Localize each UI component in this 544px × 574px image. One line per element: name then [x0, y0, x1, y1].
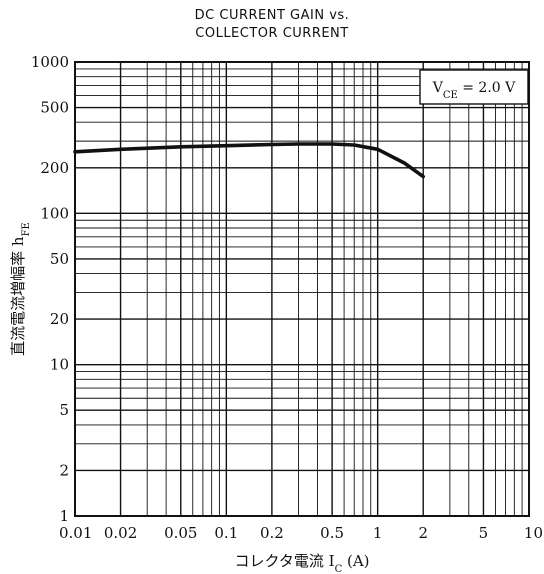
- hfe-curve: [73, 142, 426, 179]
- y-tick-label: 20: [50, 310, 69, 328]
- x-tick-label: 0.02: [104, 524, 137, 542]
- x-tick-label: 0.01: [59, 524, 92, 542]
- x-axis-label: コレクタ電流 IC (A): [234, 552, 369, 574]
- y-tick-label: 5: [59, 401, 69, 419]
- x-tick-label: 5: [479, 524, 489, 542]
- y-axis-label: 直流電流増幅率 hFE: [9, 222, 32, 356]
- x-tick-label: 1: [373, 524, 383, 542]
- x-tick-labels: 0.01 0.02 0.05 0.1 0.2 0.5 1 2 5 10: [59, 524, 543, 542]
- y-tick-label: 2: [59, 461, 69, 479]
- grid-layer: [75, 62, 529, 516]
- y-tick-label: 100: [40, 204, 69, 222]
- condition-badge: VCE = 2.0 V: [419, 69, 529, 105]
- y-tick-label: 500: [40, 99, 69, 117]
- y-tick-label: 1000: [31, 53, 69, 71]
- x-tick-label: 0.1: [214, 524, 238, 542]
- y-tick-label: 10: [50, 356, 69, 374]
- chart-title-line-1: DC CURRENT GAIN vs.: [194, 8, 350, 23]
- x-tick-label: 0.2: [260, 524, 284, 542]
- chart-title-line-2: COLLECTOR CURRENT: [195, 26, 349, 41]
- x-tick-label: 2: [418, 524, 428, 542]
- data-layer: [73, 142, 426, 179]
- y-tick-label: 50: [50, 250, 69, 268]
- x-tick-label: 0.05: [164, 524, 197, 542]
- y-tick-label: 200: [40, 159, 69, 177]
- x-tick-label: 10: [524, 524, 543, 542]
- condition-label: VCE = 2.0 V: [432, 80, 516, 101]
- plot-frame: [74, 61, 530, 517]
- x-tick-label: 0.5: [320, 524, 344, 542]
- y-tick-label: 1: [59, 507, 69, 525]
- y-tick-labels: 1000 500 200 100 50 20 10 5 2 1: [31, 53, 69, 525]
